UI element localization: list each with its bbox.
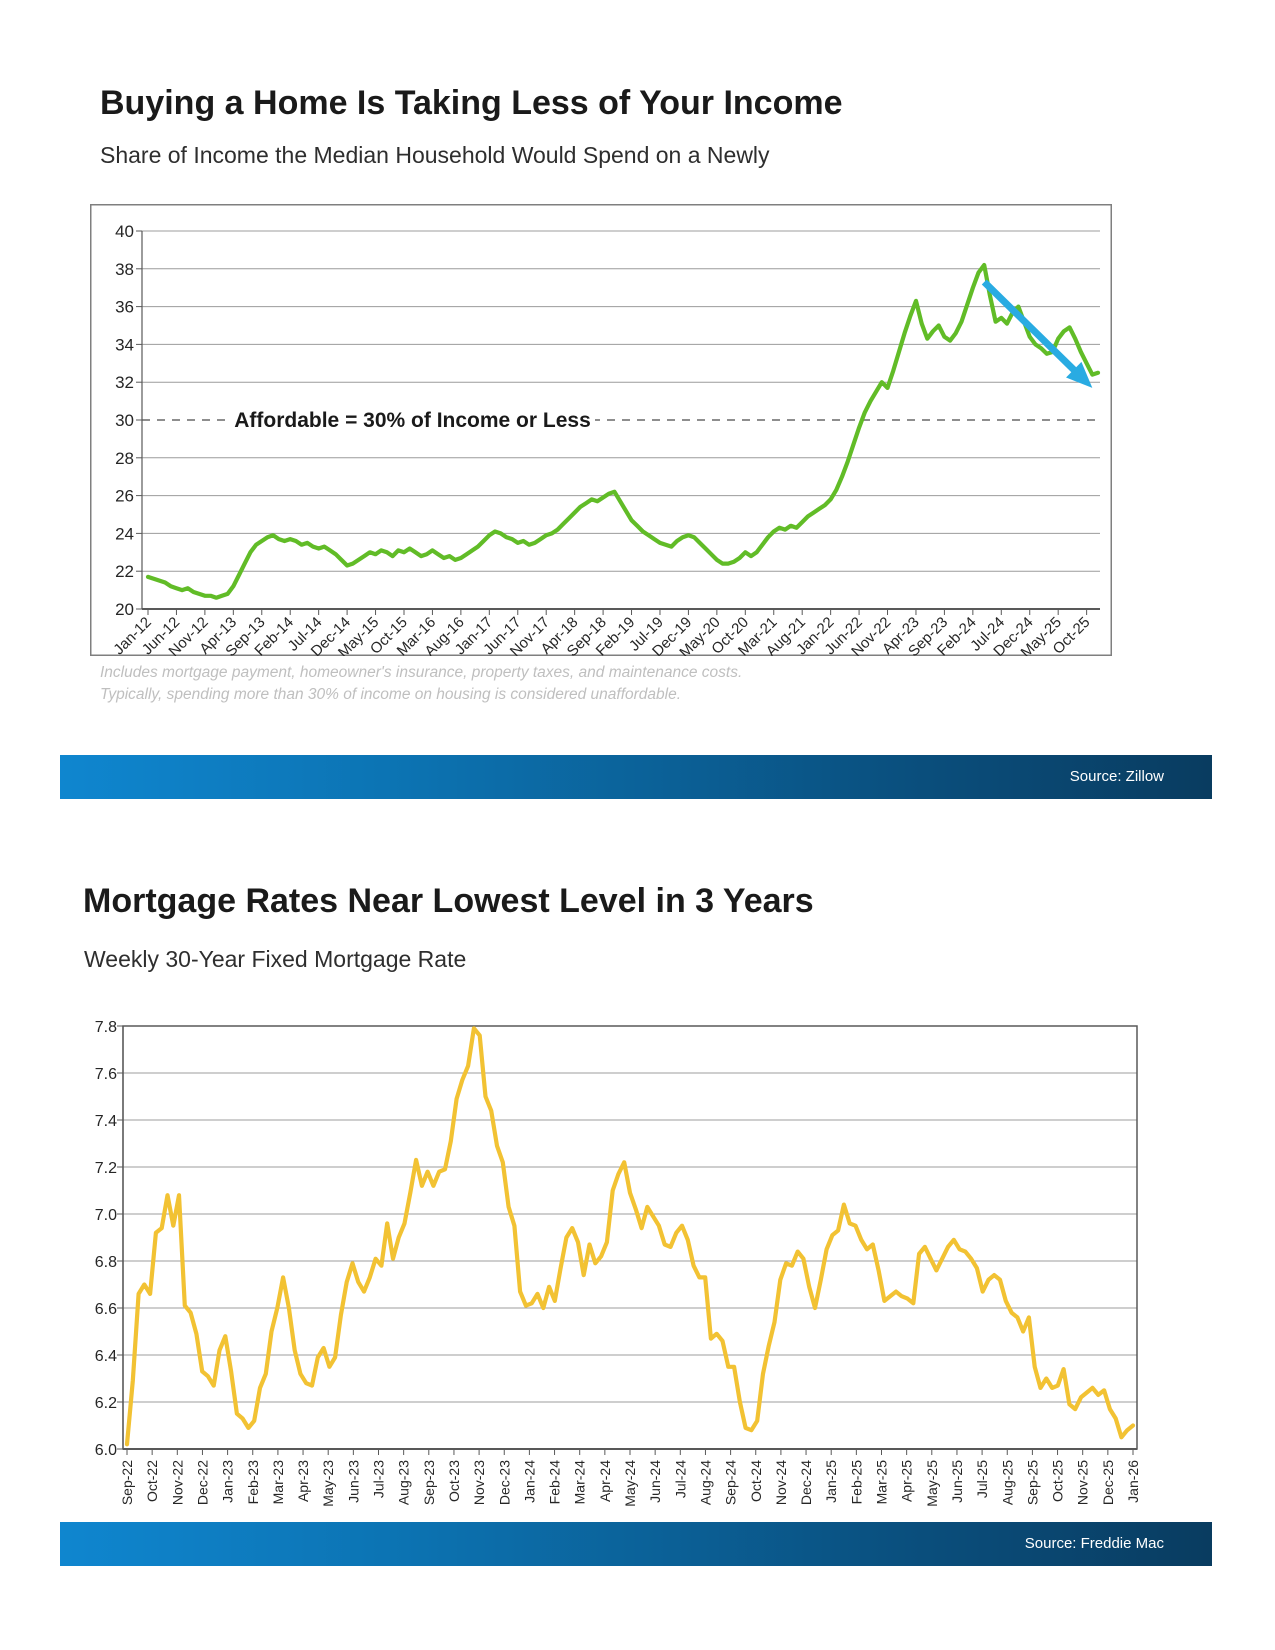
svg-text:Sep-24: Sep-24 <box>723 1460 739 1505</box>
chart1-subtitle: Share of Income the Median Household Wou… <box>100 142 770 168</box>
svg-text:Oct-23: Oct-23 <box>446 1460 462 1502</box>
svg-text:Feb-25: Feb-25 <box>848 1460 864 1505</box>
svg-text:Sep-23: Sep-23 <box>421 1460 437 1505</box>
svg-text:Jan-25: Jan-25 <box>823 1460 839 1503</box>
svg-text:Sep-22: Sep-22 <box>119 1460 135 1505</box>
svg-text:Nov-25: Nov-25 <box>1075 1460 1091 1505</box>
svg-text:Dec-25: Dec-25 <box>1100 1460 1116 1505</box>
svg-text:Jan-26: Jan-26 <box>1125 1460 1141 1503</box>
svg-text:Dec-24: Dec-24 <box>798 1460 814 1505</box>
svg-text:Nov-23: Nov-23 <box>471 1460 487 1505</box>
chart1-footnote-line2: Typically, spending more than 30% of inc… <box>100 686 682 703</box>
svg-text:Oct-22: Oct-22 <box>144 1460 160 1502</box>
svg-text:7.0: 7.0 <box>95 1207 117 1224</box>
svg-text:May-23: May-23 <box>320 1460 336 1507</box>
svg-text:Jan-24: Jan-24 <box>521 1460 537 1503</box>
svg-text:Aug-23: Aug-23 <box>396 1460 412 1505</box>
chart1-footnote-line1: Includes mortgage payment, homeowner's i… <box>100 664 743 681</box>
chart2-subtitle: Weekly 30-Year Fixed Mortgage Rate <box>84 946 467 972</box>
svg-text:Jan-23: Jan-23 <box>220 1460 236 1503</box>
svg-text:May-25: May-25 <box>924 1460 940 1507</box>
svg-text:Oct-25: Oct-25 <box>1050 1460 1066 1502</box>
svg-text:6.0: 6.0 <box>95 1442 117 1459</box>
svg-text:7.2: 7.2 <box>95 1160 117 1177</box>
svg-text:Mar-25: Mar-25 <box>874 1460 890 1505</box>
svg-text:6.2: 6.2 <box>95 1395 117 1412</box>
svg-text:Jun-23: Jun-23 <box>345 1460 361 1503</box>
chart1-footnote: Includes mortgage payment, homeowner's i… <box>100 662 742 706</box>
svg-text:Affordable = 30% of Income or: Affordable = 30% of Income or Less <box>234 409 591 432</box>
svg-text:Apr-24: Apr-24 <box>597 1460 613 1502</box>
svg-text:36: 36 <box>115 298 134 317</box>
chart2-source-label: Source: Freddie Mac <box>1024 1535 1164 1552</box>
svg-text:Jul-23: Jul-23 <box>371 1460 387 1498</box>
svg-text:Dec-22: Dec-22 <box>194 1460 210 1505</box>
svg-text:May-24: May-24 <box>622 1460 638 1507</box>
svg-text:Jul-24: Jul-24 <box>672 1460 688 1498</box>
svg-text:40: 40 <box>115 222 134 241</box>
svg-text:Aug-25: Aug-25 <box>999 1460 1015 1505</box>
svg-text:Jun-24: Jun-24 <box>647 1460 663 1503</box>
svg-text:32: 32 <box>115 373 134 392</box>
svg-text:Feb-23: Feb-23 <box>245 1460 261 1505</box>
svg-text:6.4: 6.4 <box>95 1348 117 1365</box>
svg-text:7.6: 7.6 <box>95 1066 117 1083</box>
svg-text:34: 34 <box>115 335 134 354</box>
svg-text:Sep-25: Sep-25 <box>1024 1460 1040 1505</box>
svg-text:22: 22 <box>115 562 134 581</box>
svg-text:7.8: 7.8 <box>95 1019 117 1036</box>
svg-text:Jun-25: Jun-25 <box>949 1460 965 1503</box>
svg-text:Nov-22: Nov-22 <box>169 1460 185 1505</box>
affordability-line-chart: 4038363432302826242220Jan-12Jun-12Nov-12… <box>90 204 1112 656</box>
chart1-title: Buying a Home Is Taking Less of Your Inc… <box>100 84 843 122</box>
svg-text:38: 38 <box>115 260 134 279</box>
svg-text:Apr-23: Apr-23 <box>295 1460 311 1502</box>
svg-text:Feb-24: Feb-24 <box>547 1460 563 1505</box>
svg-text:Apr-25: Apr-25 <box>899 1460 915 1502</box>
svg-text:Dec-23: Dec-23 <box>496 1460 512 1505</box>
chart1-source-label: Source: Zillow <box>1069 768 1164 785</box>
svg-text:Mar-23: Mar-23 <box>270 1460 286 1505</box>
svg-text:20: 20 <box>115 600 134 619</box>
svg-text:24: 24 <box>115 524 134 543</box>
svg-text:Nov-24: Nov-24 <box>773 1460 789 1505</box>
svg-text:6.8: 6.8 <box>95 1254 117 1271</box>
svg-text:30: 30 <box>115 411 134 430</box>
svg-text:Jul-25: Jul-25 <box>974 1460 990 1498</box>
svg-text:7.4: 7.4 <box>95 1113 117 1130</box>
chart2-title: Mortgage Rates Near Lowest Level in 3 Ye… <box>83 882 814 920</box>
chart1-source-bar: Source: Zillow <box>60 755 1212 799</box>
svg-text:Aug-24: Aug-24 <box>697 1460 713 1505</box>
chart2-source-bar: Source: Freddie Mac <box>60 1522 1212 1566</box>
svg-text:28: 28 <box>115 449 134 468</box>
svg-text:26: 26 <box>115 487 134 506</box>
svg-text:6.6: 6.6 <box>95 1301 117 1318</box>
svg-text:Mar-24: Mar-24 <box>572 1460 588 1505</box>
svg-text:Oct-24: Oct-24 <box>748 1460 764 1502</box>
